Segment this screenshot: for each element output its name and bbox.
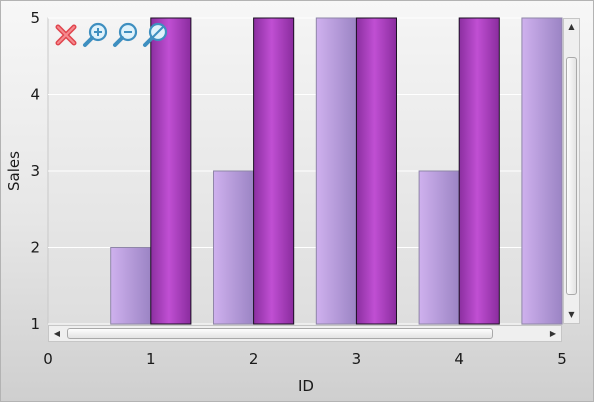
close-icon[interactable] [52,21,80,49]
y-tick-labels: 1 2 3 4 5 [30,9,40,333]
zoom-out-icon[interactable] [112,21,140,49]
scroll-left-icon[interactable]: ◀ [53,329,61,338]
x-tick-label-1: 1 [146,350,156,368]
x-tick-label-2: 2 [249,350,259,368]
bar-series1-id5[interactable] [521,17,563,325]
horizontal-scroll-thumb[interactable] [67,328,493,339]
scroll-right-icon[interactable]: ▶ [549,329,557,338]
y-tick-label-3: 3 [30,162,40,180]
x-tick-label-0: 0 [43,350,53,368]
zoom-reset-icon[interactable] [142,21,170,49]
y-tick-label-4: 4 [30,86,40,104]
x-tick-label-3: 3 [352,350,362,368]
scroll-down-icon[interactable]: ▼ [568,310,575,319]
x-axis-title: ID [298,377,314,395]
y-tick-label-2: 2 [30,239,40,257]
bar-series2-id2[interactable] [253,17,295,325]
bar-series2-id4[interactable] [458,17,500,325]
x-tick-label-5: 5 [557,350,567,368]
bar-series1-id4[interactable] [418,170,460,325]
x-tick-label-4: 4 [454,350,464,368]
bar-series1-id1[interactable] [110,247,152,325]
x-tick-labels: 0 1 2 3 4 5 [43,350,567,368]
chart-toolbar [52,21,170,49]
vertical-scroll-thumb[interactable] [566,57,577,295]
vertical-scrollbar[interactable]: ▲ ▼ [563,18,580,324]
horizontal-scrollbar[interactable]: ◀ ▶ [48,325,562,342]
scroll-up-icon[interactable]: ▲ [568,22,575,31]
bars [110,17,563,325]
y-tick-label-1: 1 [30,315,40,333]
bar-series2-id1[interactable] [150,17,192,325]
bar-series2-id3[interactable] [355,17,397,325]
bar-series1-id2[interactable] [213,170,255,325]
y-axis-title: Sales [5,151,23,191]
zoom-in-icon[interactable] [82,21,110,49]
bar-series1-id3[interactable] [315,17,357,325]
y-tick-label-5: 5 [30,9,40,27]
